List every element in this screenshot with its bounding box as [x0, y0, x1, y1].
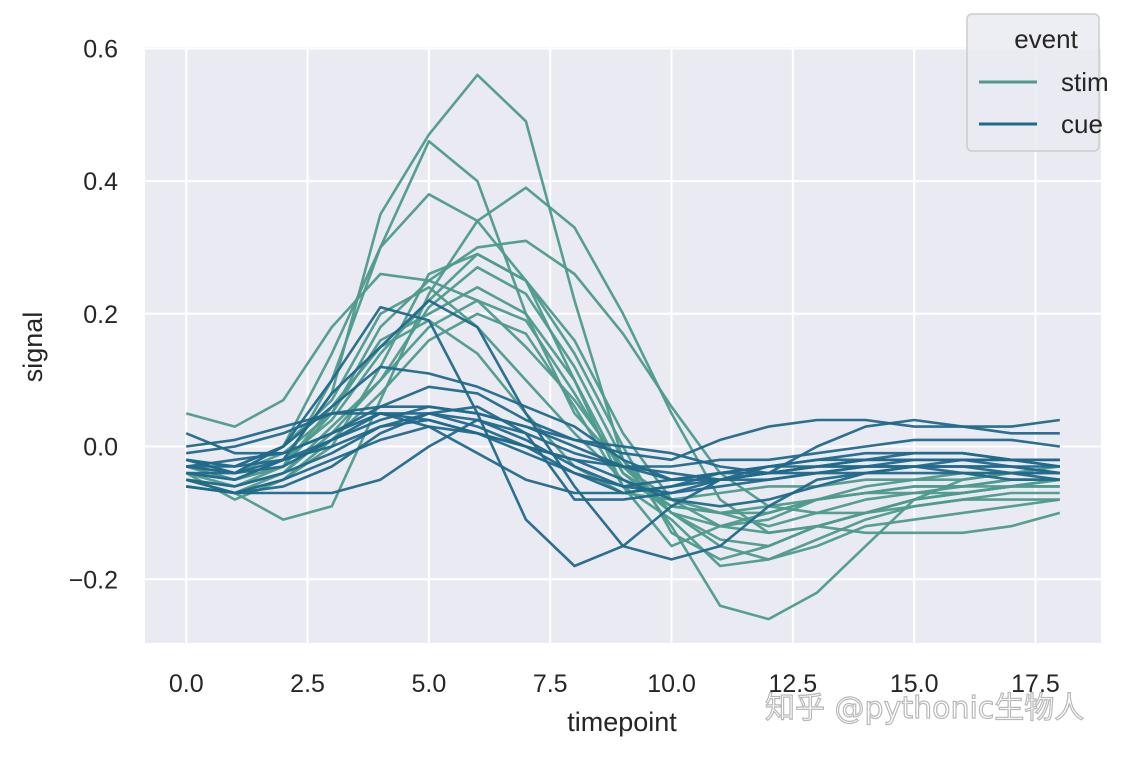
y-tick-label: 0.6: [83, 35, 118, 63]
x-axis-label: timepoint: [567, 707, 677, 737]
series-line-cue: [186, 412, 1060, 468]
y-tick-label: −0.2: [69, 566, 118, 594]
y-tick-label: 0.4: [83, 168, 118, 196]
x-tick-label: 15.0: [890, 670, 939, 698]
x-tick-label: 2.5: [290, 670, 325, 698]
x-tick-label: 0.0: [169, 670, 204, 698]
legend-label-stim: stim: [1061, 67, 1109, 97]
x-axis-ticks: 0.0 2.5 5.0 7.5 10.0 12.5 15.0 17.5: [169, 670, 1060, 698]
watermark: 知乎 @pythonic生物人: [765, 691, 1084, 726]
y-axis-ticks: −0.2 0.0 0.2 0.4 0.6: [69, 35, 118, 594]
x-tick-label: 7.5: [533, 670, 568, 698]
x-tick-label: 17.5: [1011, 670, 1060, 698]
y-tick-label: 0.2: [83, 301, 118, 329]
y-axis-label: signal: [18, 312, 48, 383]
data-lines: [185, 73, 1061, 621]
series-line-cue: [186, 425, 1060, 508]
y-tick-label: 0.0: [83, 434, 118, 462]
x-tick-label: 12.5: [769, 670, 818, 698]
gridlines: [145, 47, 1101, 643]
series-line-stim: [185, 299, 1060, 515]
series-line-cue: [186, 405, 1060, 501]
legend: event stim cue: [966, 13, 1109, 152]
plot-area: [145, 47, 1101, 643]
x-tick-label: 5.0: [412, 670, 447, 698]
legend-title: event: [1014, 24, 1078, 54]
legend-label-cue: cue: [1061, 109, 1103, 139]
x-tick-label: 10.0: [647, 670, 696, 698]
